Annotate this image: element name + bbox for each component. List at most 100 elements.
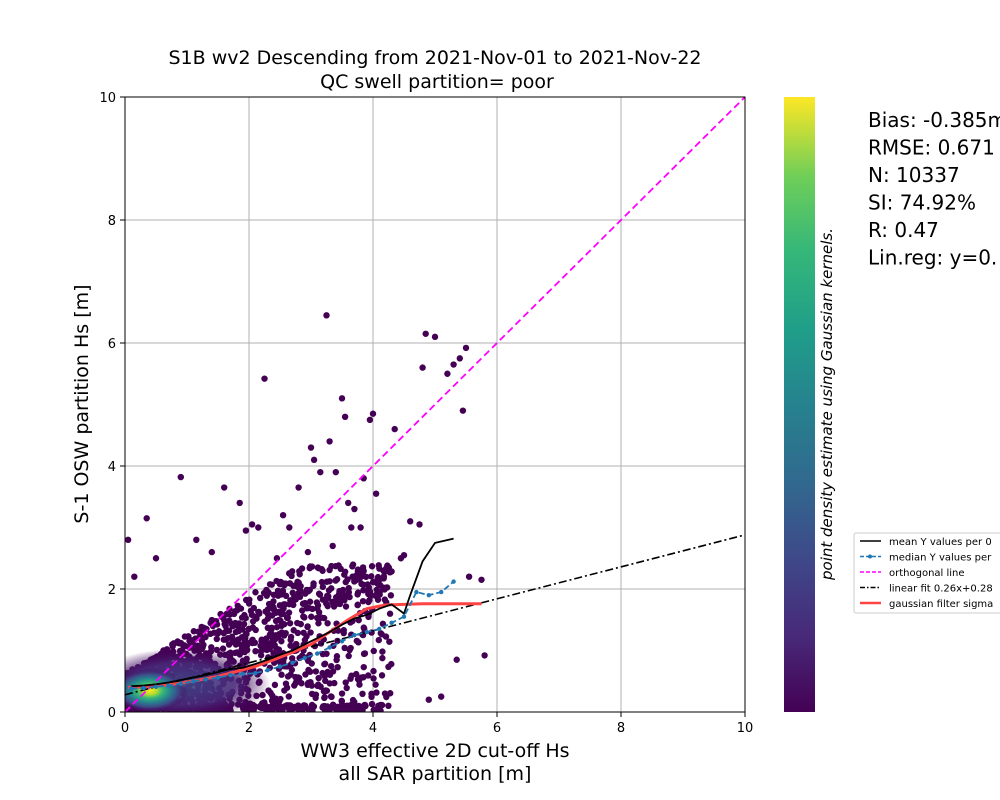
scatter-outlier bbox=[407, 518, 414, 525]
scatter-outlier bbox=[317, 468, 324, 476]
scatter-point bbox=[228, 633, 236, 640]
y-tick-label: 10 bbox=[99, 91, 116, 106]
scatter-point bbox=[343, 684, 350, 692]
scatter-point bbox=[361, 650, 369, 657]
scatter-outlier bbox=[304, 548, 312, 556]
legend-frame bbox=[853, 532, 1000, 614]
scatter-point bbox=[345, 652, 352, 660]
median-marker bbox=[141, 685, 146, 691]
scatter-point bbox=[368, 573, 375, 580]
y-tick-label: 8 bbox=[108, 214, 116, 229]
scatter-point bbox=[308, 690, 316, 698]
scatter-point bbox=[360, 587, 367, 594]
x-tick-label: 8 bbox=[617, 721, 625, 736]
scatter-outlier bbox=[382, 567, 389, 574]
series-line-orthogonal-line bbox=[125, 97, 745, 712]
scatter-point bbox=[292, 679, 299, 687]
scatter-point bbox=[319, 669, 326, 677]
scatter-point bbox=[359, 690, 366, 698]
scatter-outlier bbox=[431, 333, 439, 341]
scatter-point bbox=[302, 671, 309, 678]
legend-label: gaussian filter sigma bbox=[889, 599, 993, 610]
scatter-outlier bbox=[295, 484, 302, 491]
scatter-point bbox=[327, 693, 335, 700]
scatter-point bbox=[257, 652, 265, 659]
y-axis-label: S-1 OSW partition Hs [m] bbox=[71, 284, 93, 523]
scatter-point bbox=[326, 578, 333, 585]
scatter-point bbox=[169, 643, 176, 650]
scatter-point bbox=[252, 589, 259, 596]
median-marker bbox=[414, 589, 419, 595]
scatter-point bbox=[284, 673, 292, 680]
scatter-point bbox=[251, 639, 259, 646]
scatter-point bbox=[249, 618, 257, 625]
scatter-point bbox=[290, 601, 297, 609]
scatter-point bbox=[372, 681, 379, 688]
scatter-outlier bbox=[332, 468, 339, 476]
scatter-point bbox=[378, 631, 385, 638]
x-tick-label: 10 bbox=[737, 721, 754, 736]
scatter-point bbox=[233, 649, 240, 656]
scatter-outlier bbox=[357, 524, 364, 531]
scatter-point bbox=[349, 696, 357, 704]
grid-lines bbox=[124, 96, 746, 713]
scatter-point bbox=[358, 674, 365, 681]
median-marker bbox=[327, 645, 332, 650]
median-marker bbox=[290, 660, 295, 665]
scatter-point bbox=[298, 565, 306, 572]
scatter-point bbox=[324, 602, 331, 610]
scatter-point bbox=[339, 586, 347, 594]
scatter-point bbox=[214, 630, 221, 637]
scatter-point bbox=[334, 663, 341, 671]
legend-label: linear fit 0.26x+0.28 bbox=[889, 584, 993, 595]
scatter-point bbox=[302, 590, 309, 597]
scatter-point bbox=[340, 629, 347, 637]
median-marker bbox=[166, 683, 171, 688]
scatter-point bbox=[274, 587, 282, 595]
scatter-outlier bbox=[369, 410, 377, 417]
scatter-point bbox=[368, 690, 375, 698]
median-marker bbox=[191, 679, 196, 684]
x-tick-label: 4 bbox=[369, 721, 377, 736]
scatter-point bbox=[377, 707, 384, 712]
scatter-outlier bbox=[478, 576, 485, 583]
scatter-point bbox=[374, 573, 382, 581]
scatter-point bbox=[229, 638, 236, 646]
scatter-outlier bbox=[208, 548, 215, 556]
scatter-point bbox=[269, 603, 277, 610]
scatter-point bbox=[281, 687, 288, 694]
scatter-point bbox=[365, 672, 372, 679]
scatter-outlier bbox=[481, 652, 488, 659]
scatter-point bbox=[175, 640, 183, 647]
median-marker bbox=[265, 667, 270, 673]
scatter-point bbox=[318, 614, 325, 621]
scatter-outlier bbox=[323, 312, 330, 319]
scatter-point bbox=[370, 706, 377, 712]
scatter-point bbox=[266, 581, 274, 588]
scatter-point bbox=[296, 571, 303, 578]
scatter-outlier bbox=[255, 524, 262, 531]
scatter-point bbox=[319, 583, 327, 591]
scatter-outlier bbox=[143, 515, 150, 522]
scatter-point bbox=[288, 655, 296, 662]
scatter-point bbox=[181, 633, 189, 640]
scatter-point bbox=[267, 703, 274, 711]
scatter-outlier bbox=[366, 416, 374, 424]
scatter-point bbox=[314, 602, 322, 609]
scatter-point bbox=[315, 590, 323, 597]
scatter-point bbox=[315, 620, 322, 627]
scatter-point bbox=[190, 628, 198, 635]
scatter-outlier bbox=[341, 413, 349, 420]
stat-line: N: 10337 bbox=[868, 163, 960, 187]
scatter-point bbox=[387, 592, 395, 599]
median-marker bbox=[352, 632, 357, 638]
legend-marker bbox=[868, 554, 872, 559]
scatter-point bbox=[255, 608, 262, 616]
median-marker bbox=[439, 589, 444, 595]
median-marker bbox=[377, 626, 382, 632]
scatter-point bbox=[295, 584, 302, 591]
scatter-point bbox=[306, 564, 313, 572]
scatter-point bbox=[323, 687, 331, 694]
scatter-point bbox=[247, 639, 254, 646]
scatter-point bbox=[270, 650, 277, 657]
